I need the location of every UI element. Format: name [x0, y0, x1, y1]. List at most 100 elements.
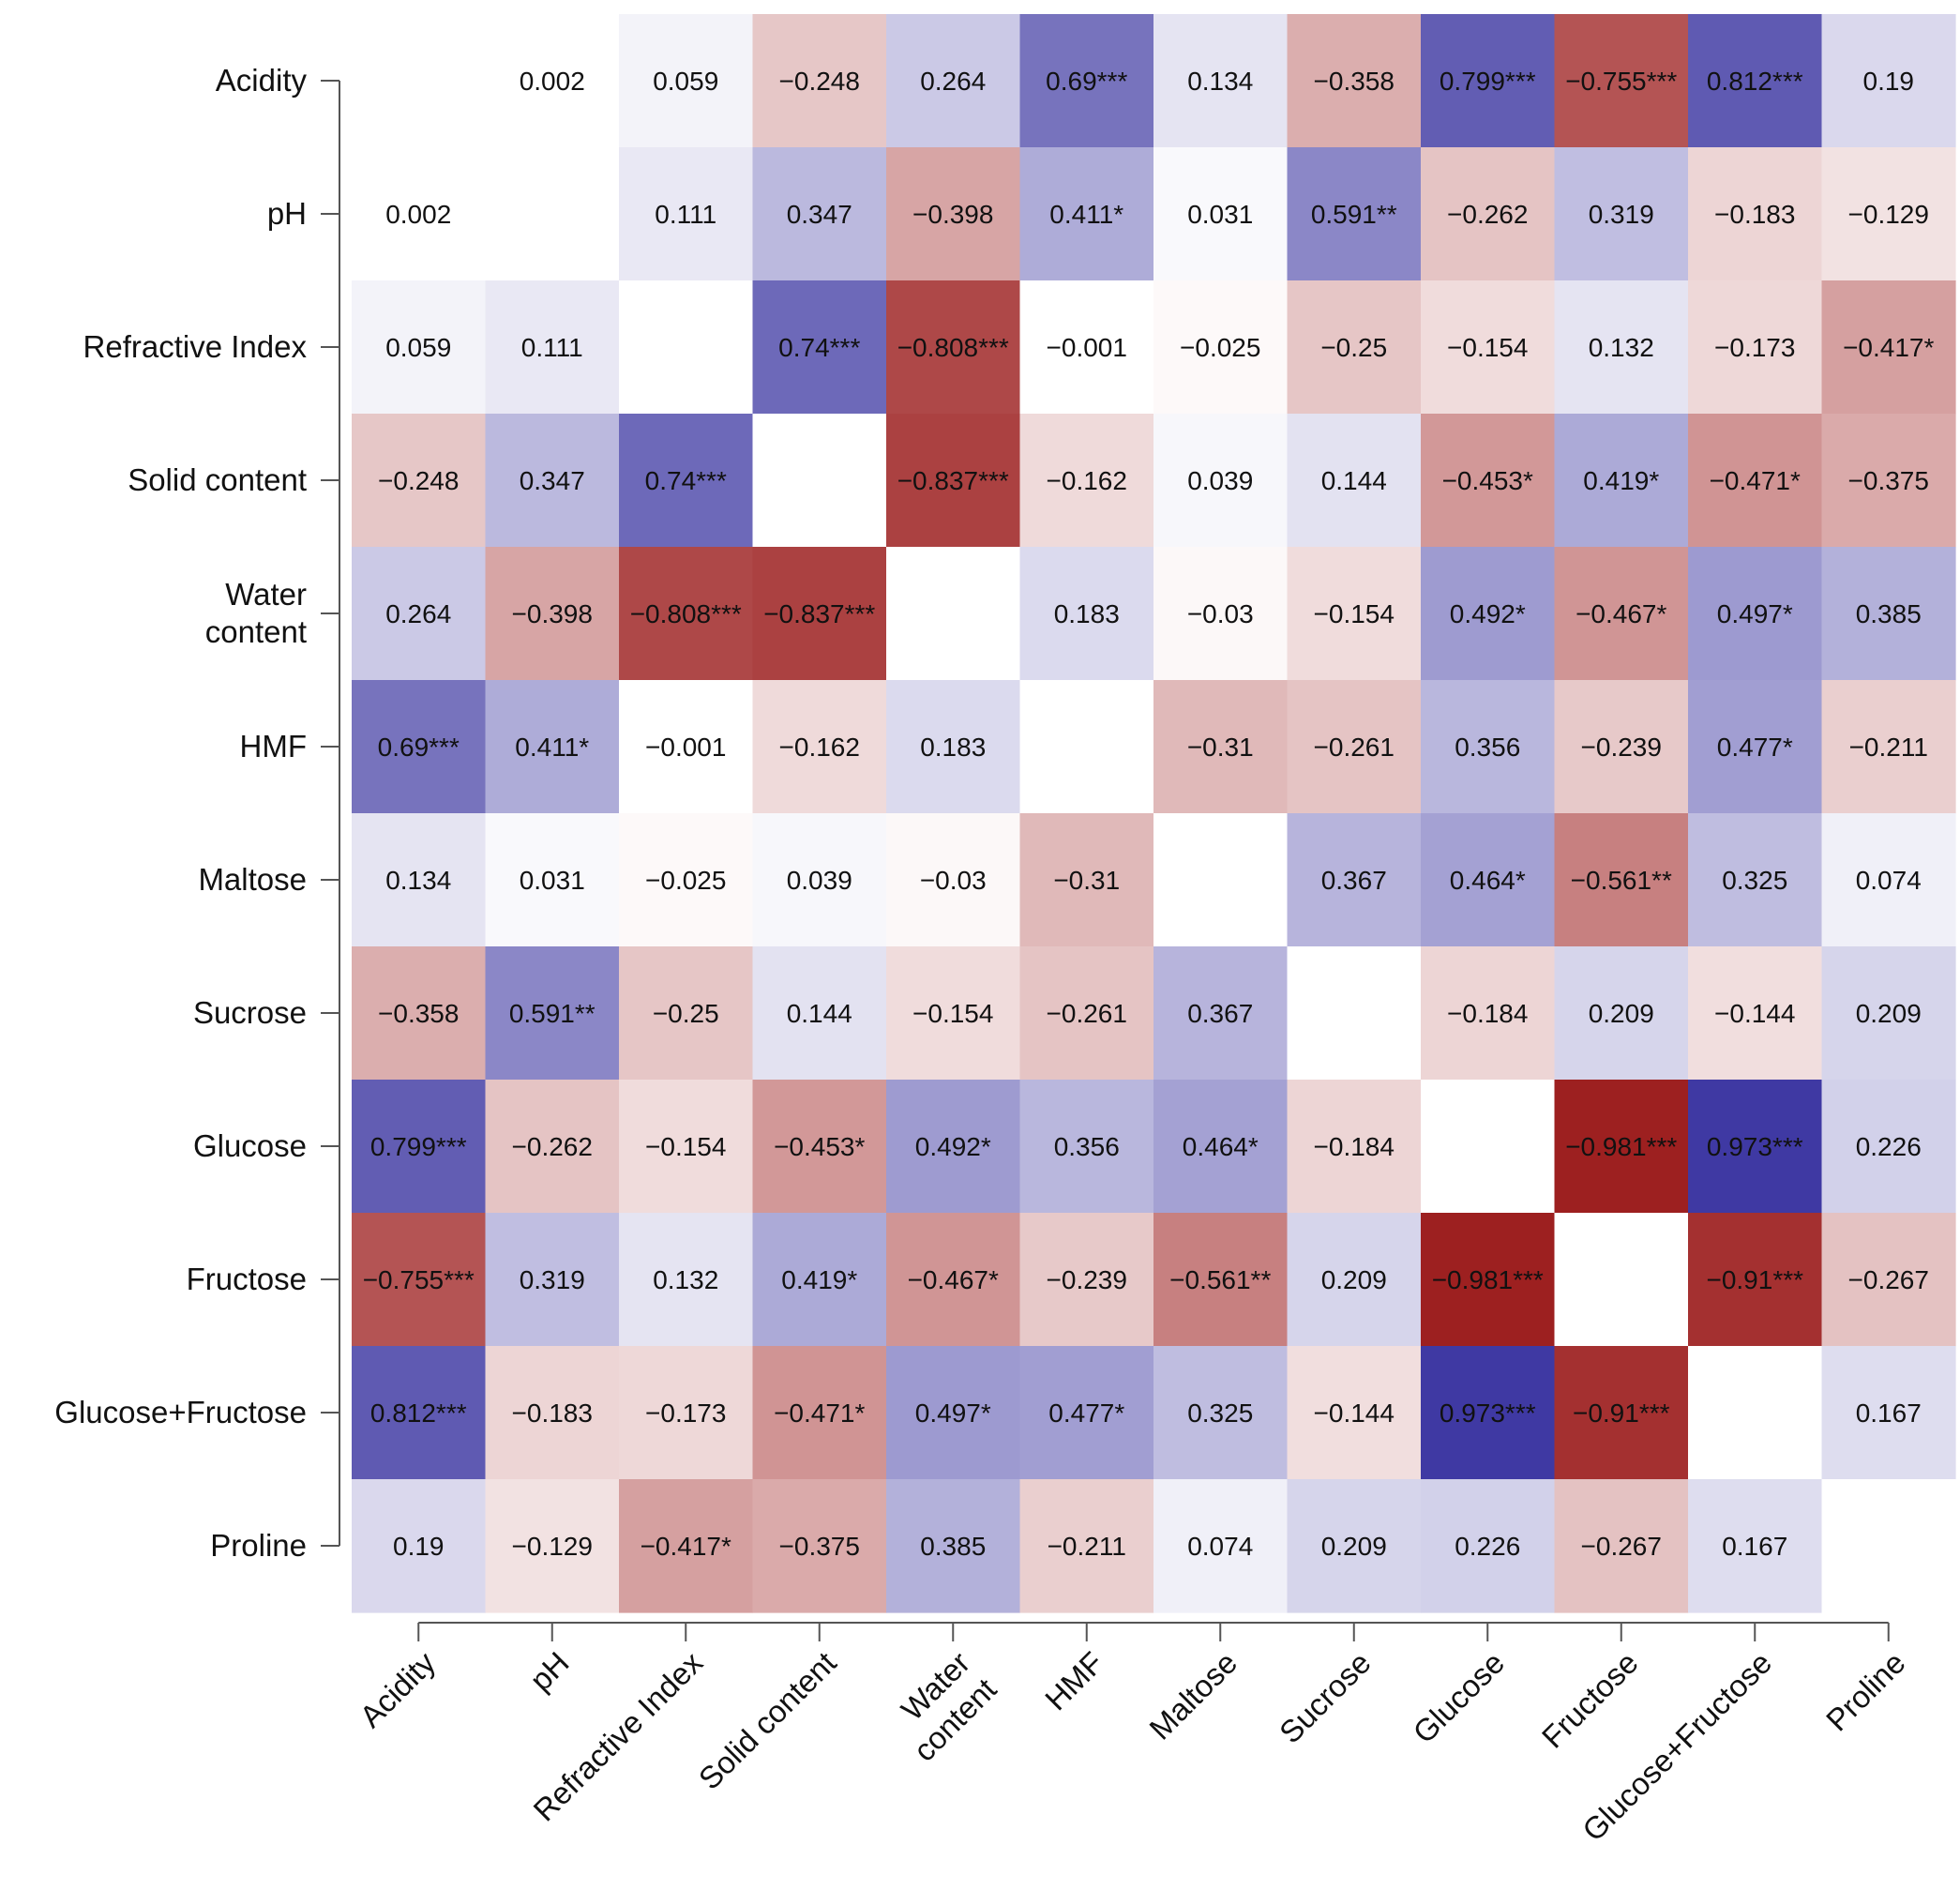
heatmap-cell-r3-c7 [1287, 414, 1422, 548]
heatmap-cell-r2-c5 [1019, 280, 1154, 415]
heatmap-cell-r4-c5 [1019, 547, 1154, 681]
cell-value-label: 0.183 [1054, 599, 1120, 628]
cell-value-label: −0.471* [774, 1399, 865, 1428]
cell-value-label: 0.74*** [778, 333, 860, 362]
heatmap-cell-r11-c1 [485, 1479, 620, 1613]
cell-value-label: −0.162 [1047, 466, 1127, 495]
heatmap-cell-r11-c0 [352, 1479, 487, 1613]
cell-value-label: −0.417* [1843, 333, 1934, 362]
x-tick-label: Acidity [353, 1644, 442, 1733]
heatmap-cell-r2-c2 [619, 280, 754, 415]
cell-value-label: 0.69*** [1046, 67, 1127, 96]
heatmap-cell-r10-c5 [1019, 1346, 1154, 1480]
x-tick-label: Maltose [1142, 1645, 1244, 1746]
heatmap-cell-r4-c2 [619, 547, 754, 681]
cell-value-label: −0.239 [1581, 733, 1662, 762]
heatmap-cell-r3-c5 [1019, 414, 1154, 548]
cell-value-label: 0.059 [385, 333, 451, 362]
heatmap-cell-r6-c8 [1421, 813, 1556, 947]
x-tick-label-line: HMF [1038, 1645, 1110, 1717]
cell-value-label: −0.837*** [763, 599, 875, 628]
cell-value-label: −0.358 [378, 999, 459, 1028]
cell-value-label: 0.347 [520, 466, 585, 495]
cell-value-label: −0.262 [512, 1132, 593, 1161]
y-tick-label: Maltose [198, 862, 307, 897]
heatmap-cell-r7-c8 [1421, 946, 1556, 1081]
cell-value-label: 0.497* [1717, 599, 1793, 628]
heatmap-cell-r11-c11 [1821, 1479, 1956, 1613]
heatmap-cell-r8-c11 [1821, 1080, 1956, 1214]
heatmap-cell-r5-c5 [1019, 680, 1154, 814]
cell-value-label: −0.755*** [1565, 67, 1677, 96]
cell-value-label: −0.981*** [1432, 1265, 1544, 1294]
heatmap-cell-r2-c7 [1287, 280, 1422, 415]
cell-value-label: −0.267 [1848, 1265, 1929, 1294]
heatmap-cell-r6-c11 [1821, 813, 1956, 947]
heatmap-cell-r11-c6 [1153, 1479, 1289, 1613]
cell-value-label: 0.031 [520, 866, 585, 895]
heatmap-cell-r8-c1 [485, 1080, 620, 1214]
heatmap-cell-r8-c6 [1153, 1080, 1289, 1214]
x-tick-label-line: Solid content [692, 1645, 843, 1796]
y-tick-label-line: Maltose [198, 862, 307, 897]
heatmap-cell-r0-c6 [1153, 14, 1289, 148]
cell-value-label: 0.074 [1187, 1532, 1253, 1561]
heatmap-cell-r6-c7 [1287, 813, 1422, 947]
cell-value-label: 0.464* [1183, 1132, 1259, 1161]
cell-value-label: −0.417* [641, 1532, 731, 1561]
heatmap-cell-labels: 0.002 0.059 −0.248 0.264 0.69*** 0.134 −0.358 0… [363, 67, 1935, 1561]
cell-value-label: −0.025 [645, 866, 726, 895]
heatmap-cell-r11-c10 [1688, 1479, 1823, 1613]
heatmap-cell-r3-c11 [1821, 414, 1956, 548]
heatmap-cell-r2-c9 [1554, 280, 1689, 415]
y-tick-label: Fructose [187, 1262, 307, 1296]
cell-value-label: 0.385 [1856, 599, 1922, 628]
cell-value-label: 0.477* [1048, 1399, 1124, 1428]
x-tick-label-line: Proline [1819, 1645, 1912, 1738]
heatmap-cell-r10-c2 [619, 1346, 754, 1480]
y-tick-label: Glucose+Fructose [54, 1395, 307, 1429]
cell-value-label: 0.031 [1187, 200, 1253, 229]
heatmap-cell-r5-c10 [1688, 680, 1823, 814]
cell-value-label: −0.561** [1571, 866, 1672, 895]
heatmap-cell-r7-c1 [485, 946, 620, 1081]
heatmap-cell-r4-c4 [886, 547, 1021, 681]
x-tick-label-line: Glucose [1406, 1645, 1511, 1750]
y-tick-label: Glucose [193, 1128, 307, 1163]
x-tick-label-line: pH [523, 1645, 576, 1698]
heatmap-cell-r3-c4 [886, 414, 1021, 548]
cell-value-label: −0.173 [1714, 333, 1795, 362]
cell-value-label: 0.477* [1717, 733, 1793, 762]
cell-value-label: 0.167 [1722, 1532, 1787, 1561]
heatmap-cell-r4-c3 [752, 547, 887, 681]
cell-value-label: −0.91*** [1573, 1399, 1670, 1428]
cell-value-label: −0.144 [1314, 1399, 1395, 1428]
heatmap-cell-r2-c4 [886, 280, 1021, 415]
cell-value-label: 0.039 [1187, 466, 1253, 495]
heatmap-cell-r5-c2 [619, 680, 754, 814]
cell-value-label: −0.981*** [1565, 1132, 1677, 1161]
heatmap-cell-r2-c0 [352, 280, 487, 415]
heatmap-cell-r7-c9 [1554, 946, 1689, 1081]
cell-value-label: 0.69*** [378, 733, 460, 762]
heatmap-cell-r3-c1 [485, 414, 620, 548]
cell-value-label: 0.812*** [1707, 67, 1803, 96]
x-tick-label-line: Fructose [1535, 1645, 1645, 1755]
y-tick-label-line: Fructose [187, 1262, 307, 1296]
heatmap-cell-r1-c5 [1019, 147, 1154, 281]
cell-value-label: −0.31 [1187, 733, 1254, 762]
heatmap-cell-r3-c8 [1421, 414, 1556, 548]
cell-value-label: −0.358 [1314, 67, 1395, 96]
cell-value-label: −0.471* [1710, 466, 1801, 495]
x-tick-label: Watercontent [880, 1645, 1003, 1768]
cell-value-label: 0.319 [520, 1265, 585, 1294]
heatmap-cell-r6-c5 [1019, 813, 1154, 947]
heatmap-cell-r0-c1 [485, 14, 620, 148]
heatmap-cell-r11-c2 [619, 1479, 754, 1613]
y-tick-label: Acidity [216, 63, 308, 98]
cell-value-label: −0.173 [645, 1399, 726, 1428]
heatmap-cell-r1-c1 [485, 147, 620, 281]
cell-value-label: −0.467* [908, 1265, 999, 1294]
heatmap-cell-r7-c4 [886, 946, 1021, 1081]
cell-value-label: −0.261 [1047, 999, 1127, 1028]
